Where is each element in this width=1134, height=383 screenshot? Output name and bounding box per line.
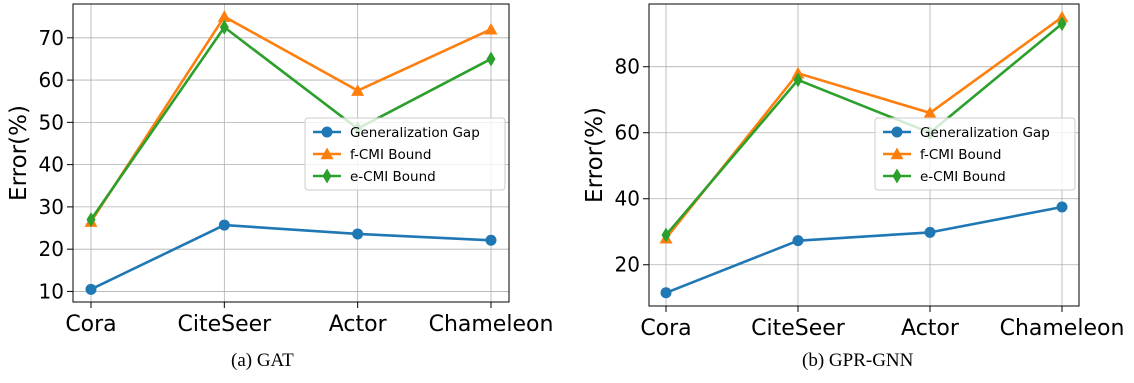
- y-tick-label: 10: [39, 279, 64, 303]
- series-generalization-gap: [85, 219, 497, 295]
- legend-marker: [892, 168, 902, 184]
- chart-gpr-gnn: 20 40 60 80 Cora CiteSeer Actor Chameleon Error(…: [582, 3, 1125, 341]
- legend-label: e-CMI Bound: [350, 169, 436, 185]
- caption-gat: (a) GAT: [231, 350, 294, 371]
- chart-panel-gpr-gnn: 20 40 60 80 Cora CiteSeer Actor Chameleon Error(…: [567, 0, 1134, 383]
- y-tick-label: 30: [39, 195, 64, 219]
- series-generalization-gap: [660, 201, 1068, 299]
- data-point: [86, 212, 96, 228]
- data-point: [661, 227, 671, 243]
- y-axis-label: Error(%): [582, 107, 608, 203]
- legend-marker: [320, 147, 334, 160]
- data-point: [923, 106, 937, 119]
- legend-marker: [321, 126, 333, 138]
- y-tick-label: 50: [39, 110, 64, 134]
- data-point: [218, 219, 230, 231]
- y-tick-label: 70: [39, 26, 64, 50]
- series-line: [665, 22, 1063, 236]
- data-point: [85, 283, 97, 295]
- data-point: [486, 51, 496, 67]
- chart-gat: 10 20 30 40 50 60 70 Cora CiteSeer Actor Chameleon…: [6, 3, 554, 337]
- legend: Generalization Gap f-CMI Bound e-CMI Bound: [874, 117, 1076, 191]
- data-point: [217, 10, 231, 22]
- legend-label: f-CMI Bound: [920, 147, 1001, 163]
- data-point: [792, 235, 804, 247]
- data-point: [1057, 16, 1067, 32]
- series-line: [89, 15, 492, 223]
- data-point: [352, 228, 364, 240]
- data-point: [485, 234, 497, 246]
- data-point: [793, 72, 803, 88]
- y-tick-label: 60: [615, 121, 640, 145]
- y-tick-label: 60: [39, 68, 64, 92]
- y-tick-label: 40: [39, 153, 64, 177]
- data-point: [219, 19, 229, 35]
- data-point: [1056, 201, 1068, 213]
- x-tick-label: Chameleon: [429, 312, 554, 337]
- plot-frame: [648, 3, 1080, 307]
- series-line: [89, 25, 492, 221]
- legend-label: e-CMI Bound: [920, 169, 1006, 185]
- legend-label: Generalization Gap: [920, 125, 1050, 141]
- plot-frame: [72, 3, 510, 303]
- x-tick-label: Cora: [65, 312, 116, 337]
- legend-label: f-CMI Bound: [350, 147, 431, 163]
- x-tick-label: Chameleon: [1000, 316, 1125, 341]
- x-tick-label: CiteSeer: [751, 316, 846, 341]
- y-tick-label: 40: [615, 187, 640, 211]
- x-tick-label: Actor: [329, 312, 388, 337]
- legend-marker: [890, 147, 904, 160]
- legend-marker: [891, 126, 903, 138]
- legend-box: [874, 117, 1076, 191]
- x-tick-label: CiteSeer: [177, 312, 272, 337]
- legend: Generalization Gap f-CMI Bound e-CMI Bound: [304, 117, 506, 191]
- x-tick-label: Actor: [901, 316, 960, 341]
- x-tick-label: Cora: [640, 316, 691, 341]
- data-point: [660, 287, 672, 299]
- caption-gpr-gnn: (b) GPR-GNN: [802, 350, 914, 371]
- data-point: [351, 84, 365, 96]
- legend-label: Generalization Gap: [350, 125, 480, 141]
- y-tick-label: 20: [615, 253, 640, 277]
- series-line: [665, 205, 1063, 295]
- data-point: [484, 22, 498, 35]
- legend-box: [304, 117, 506, 191]
- chart-panel-gat: 10 20 30 40 50 60 70 Cora CiteSeer Actor Chameleon…: [6, 3, 554, 371]
- data-point: [924, 226, 936, 238]
- y-axis-label: Error(%): [6, 105, 32, 201]
- legend-marker: [322, 168, 332, 184]
- y-tick-label: 20: [39, 237, 64, 261]
- series-line: [90, 223, 492, 291]
- y-tick-label: 80: [615, 55, 640, 79]
